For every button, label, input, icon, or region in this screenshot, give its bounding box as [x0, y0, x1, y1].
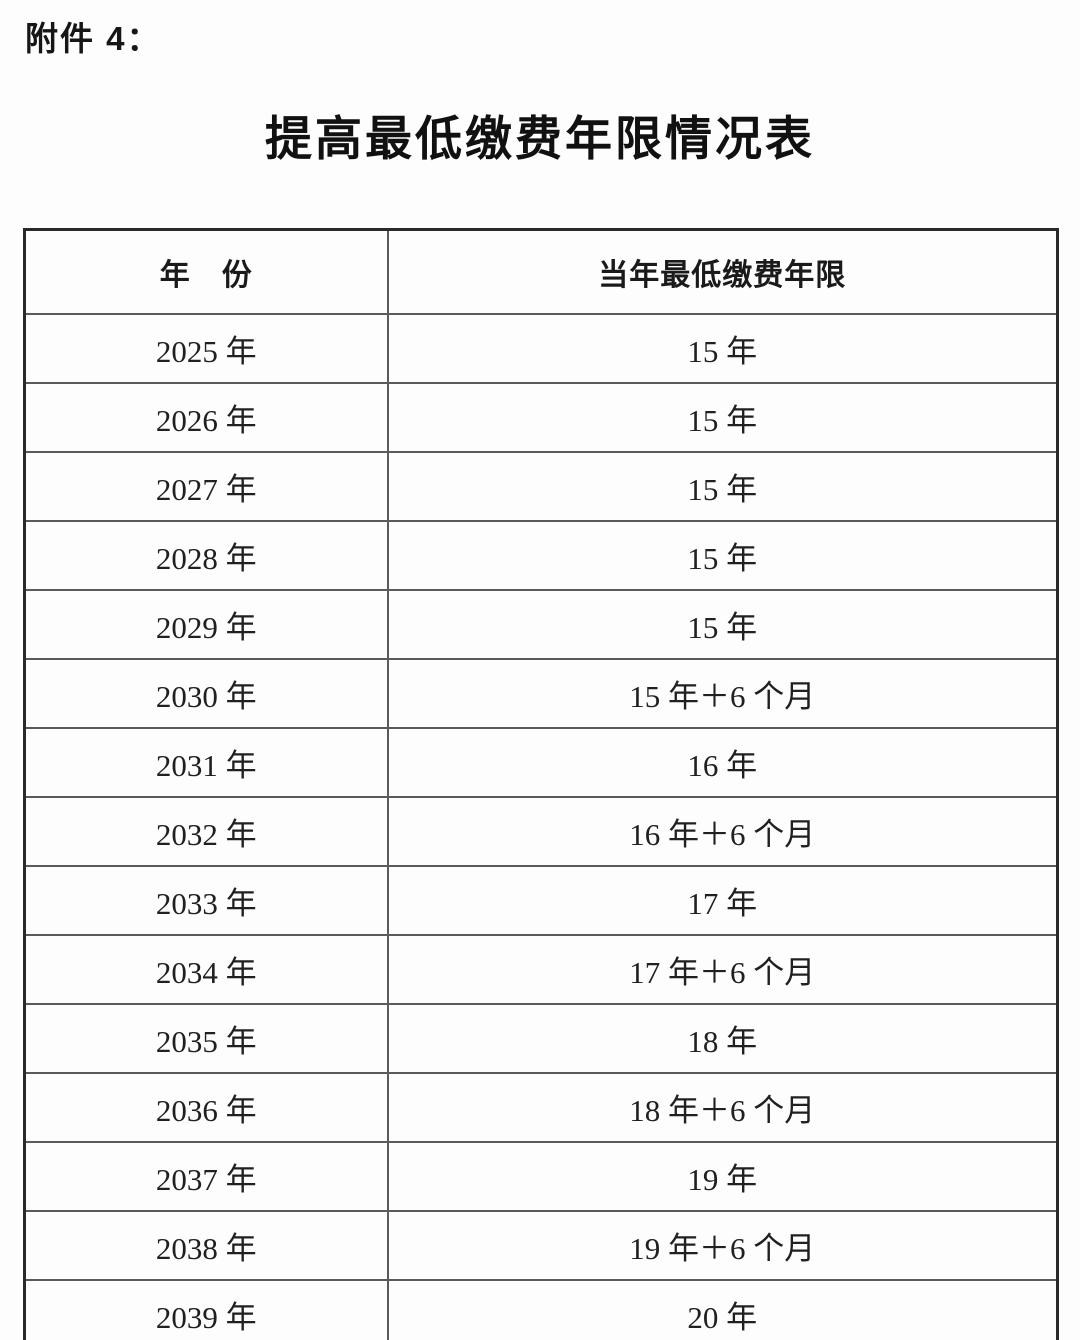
year-cell: 2029 年: [23, 589, 389, 660]
table-row: 2025 年 15 年: [23, 313, 1059, 384]
min-years-cell: 17 年: [386, 865, 1059, 936]
table-row: 2037 年 19 年: [23, 1141, 1059, 1212]
table-row: 2027 年 15 年: [23, 451, 1059, 522]
min-years-cell: 20 年: [386, 1279, 1059, 1340]
year-cell: 2039 年: [23, 1279, 389, 1340]
min-years-cell: 16 年: [386, 727, 1059, 798]
table-row: 2039 年 20 年: [23, 1279, 1059, 1340]
min-years-cell: 17 年＋6 个月: [386, 934, 1059, 1005]
year-cell: 2037 年: [23, 1141, 389, 1212]
year-cell: 2036 年: [23, 1072, 389, 1143]
year-cell: 2025 年: [23, 313, 389, 384]
column-header-min-years: 当年最低缴费年限: [386, 228, 1059, 315]
min-years-cell: 15 年: [386, 451, 1059, 522]
table-body: 2025 年 15 年 2026 年 15 年 2027 年 15 年 2028 年 15 年…: [23, 313, 1059, 1340]
year-cell: 2027 年: [23, 451, 389, 522]
table-row: 2031 年 16 年: [23, 727, 1059, 798]
year-cell: 2032 年: [23, 796, 389, 867]
min-years-cell: 15 年: [386, 313, 1059, 384]
year-cell: 2033 年: [23, 865, 389, 936]
year-cell: 2031 年: [23, 727, 389, 798]
table-header-row: 年 份 当年最低缴费年限: [23, 228, 1059, 315]
table-row: 2028 年 15 年: [23, 520, 1059, 591]
page-title: 提高最低缴费年限情况表: [265, 114, 815, 166]
year-cell: 2026 年: [23, 382, 389, 453]
min-years-cell: 18 年: [386, 1003, 1059, 1074]
table-row: 2034 年 17 年＋6 个月: [23, 934, 1059, 1005]
table-row: 2029 年 15 年: [23, 589, 1059, 660]
year-cell: 2028 年: [23, 520, 389, 591]
table-row: 2033 年 17 年: [23, 865, 1059, 936]
column-header-year: 年 份: [23, 228, 389, 315]
min-years-cell: 19 年＋6 个月: [386, 1210, 1059, 1281]
year-cell: 2034 年: [23, 934, 389, 1005]
min-years-cell: 15 年: [386, 520, 1059, 591]
min-years-cell: 15 年＋6 个月: [386, 658, 1059, 729]
min-years-cell: 18 年＋6 个月: [386, 1072, 1059, 1143]
year-cell: 2030 年: [23, 658, 389, 729]
min-years-cell: 15 年: [386, 589, 1059, 660]
year-cell: 2038 年: [23, 1210, 389, 1281]
attachment-label: 附件 4：: [25, 20, 162, 57]
table-row: 2038 年 19 年＋6 个月: [23, 1210, 1059, 1281]
table-row: 2026 年 15 年: [23, 382, 1059, 453]
table-row: 2030 年 15 年＋6 个月: [23, 658, 1059, 729]
year-cell: 2035 年: [23, 1003, 389, 1074]
min-years-cell: 19 年: [386, 1141, 1059, 1212]
min-years-cell: 15 年: [386, 382, 1059, 453]
min-years-cell: 16 年＋6 个月: [386, 796, 1059, 867]
table-row: 2035 年 18 年: [23, 1003, 1059, 1074]
table-row: 2036 年 18 年＋6 个月: [23, 1072, 1059, 1143]
table-row: 2032 年 16 年＋6 个月: [23, 796, 1059, 867]
